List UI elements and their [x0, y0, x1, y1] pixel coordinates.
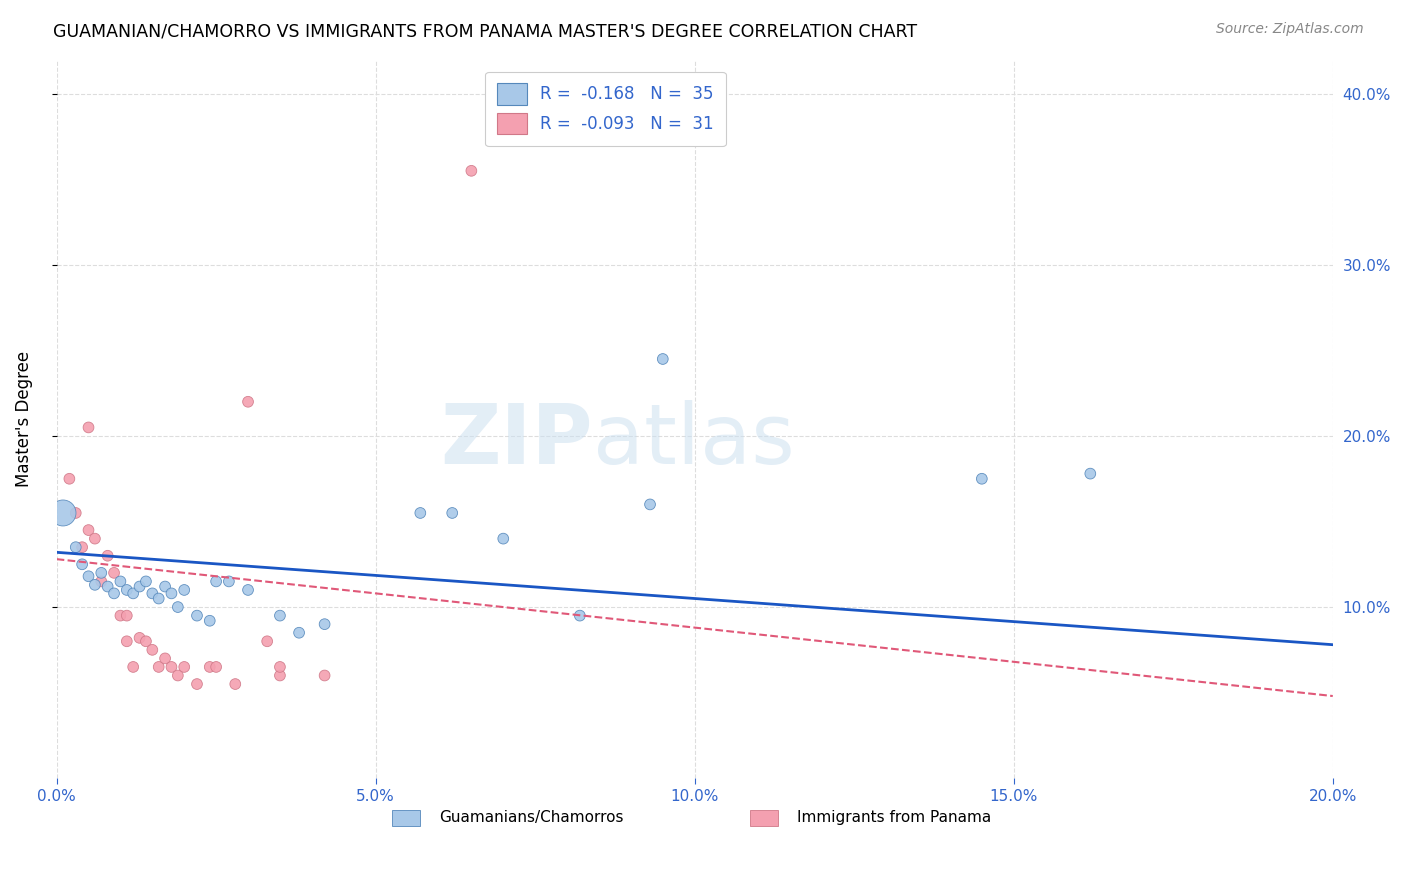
Point	[141, 586, 163, 600]
Point	[58, 472, 80, 486]
Point	[160, 586, 183, 600]
Point	[153, 580, 176, 594]
Point	[166, 668, 188, 682]
Point	[148, 660, 170, 674]
Point	[651, 351, 673, 366]
Point	[224, 677, 246, 691]
Point	[110, 608, 132, 623]
Y-axis label: Master's Degree: Master's Degree	[15, 351, 32, 487]
Point	[148, 591, 170, 606]
Legend: R =  -0.168   N =  35, R =  -0.093   N =  31: R = -0.168 N = 35, R = -0.093 N = 31	[485, 71, 725, 146]
Point	[198, 660, 221, 674]
Text: ZIP: ZIP	[440, 400, 592, 481]
Point	[492, 532, 515, 546]
Point	[52, 506, 75, 520]
Point	[65, 540, 87, 554]
Point	[153, 651, 176, 665]
Point	[568, 608, 591, 623]
Point	[103, 586, 125, 600]
Point	[256, 634, 278, 648]
Point	[409, 506, 432, 520]
Point	[97, 580, 120, 594]
Point	[236, 394, 259, 409]
Point	[314, 668, 336, 682]
Point	[205, 574, 228, 589]
Text: GUAMANIAN/CHAMORRO VS IMMIGRANTS FROM PANAMA MASTER'S DEGREE CORRELATION CHART: GUAMANIAN/CHAMORRO VS IMMIGRANTS FROM PA…	[53, 22, 918, 40]
Point	[77, 420, 100, 434]
Point	[115, 582, 138, 597]
Point	[173, 660, 195, 674]
Point	[314, 617, 336, 632]
Point	[198, 614, 221, 628]
Point	[97, 549, 120, 563]
Point	[186, 608, 208, 623]
Point	[115, 634, 138, 648]
Point	[638, 497, 661, 511]
Text: Guamanians/Chamorros: Guamanians/Chamorros	[440, 810, 624, 825]
Bar	[392, 810, 420, 826]
Point	[70, 540, 93, 554]
Point	[122, 660, 145, 674]
Point	[135, 634, 157, 648]
Point	[205, 660, 228, 674]
Point	[128, 631, 150, 645]
Point	[269, 660, 291, 674]
Point	[83, 532, 105, 546]
Point	[166, 600, 188, 615]
Point	[83, 578, 105, 592]
Point	[115, 608, 138, 623]
Point	[77, 569, 100, 583]
Text: Source: ZipAtlas.com: Source: ZipAtlas.com	[1216, 22, 1364, 37]
Point	[90, 566, 112, 580]
Point	[970, 472, 993, 486]
Point	[128, 580, 150, 594]
Point	[141, 643, 163, 657]
Point	[236, 582, 259, 597]
Point	[173, 582, 195, 597]
Point	[269, 668, 291, 682]
Point	[103, 566, 125, 580]
Point	[70, 558, 93, 572]
Point	[110, 574, 132, 589]
Point	[269, 608, 291, 623]
Point	[1078, 467, 1101, 481]
Point	[218, 574, 240, 589]
Point	[460, 163, 482, 178]
Point	[135, 574, 157, 589]
Point	[288, 625, 311, 640]
Point	[77, 523, 100, 537]
Point	[186, 677, 208, 691]
Point	[90, 574, 112, 589]
Point	[441, 506, 464, 520]
Point	[122, 586, 145, 600]
Text: atlas: atlas	[592, 400, 794, 481]
Text: Immigrants from Panama: Immigrants from Panama	[797, 810, 991, 825]
Bar	[749, 810, 778, 826]
Point	[65, 506, 87, 520]
Point	[160, 660, 183, 674]
